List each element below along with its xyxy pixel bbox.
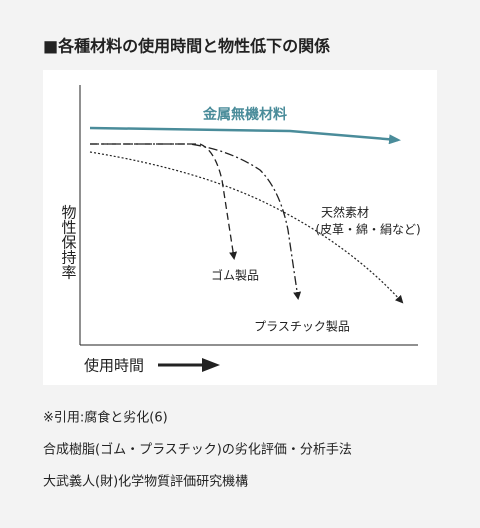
x-axis-label: 使用時間 [84, 357, 144, 375]
citation-line: ※引用:腐食と劣化(6) [43, 410, 168, 426]
natural-curve [89, 151, 404, 304]
panel [43, 70, 437, 385]
rubber-curve [90, 143, 238, 260]
y-axis-label: 物性保持率 [60, 205, 78, 280]
plastic-label: プラスチック製品 [254, 320, 350, 334]
natural-label: 天然素材 [321, 205, 369, 220]
natural-sublabel: (皮革・綿・絹など) [315, 223, 420, 237]
plastic-curve [90, 143, 302, 300]
citation-line: 合成樹脂(ゴム・プラスチック)の劣化評価・分析手法 [43, 442, 352, 458]
citation-line: 大武義人(財)化学物質評価研究機構 [43, 474, 248, 490]
rubber-label: ゴム製品 [211, 268, 259, 283]
metal-label: 金属無機材料 [202, 106, 287, 123]
metal-curve [89, 126, 401, 145]
x-arrow-head [202, 358, 220, 372]
title: ■各種材料の使用時間と物性低下の関係 [43, 37, 330, 56]
